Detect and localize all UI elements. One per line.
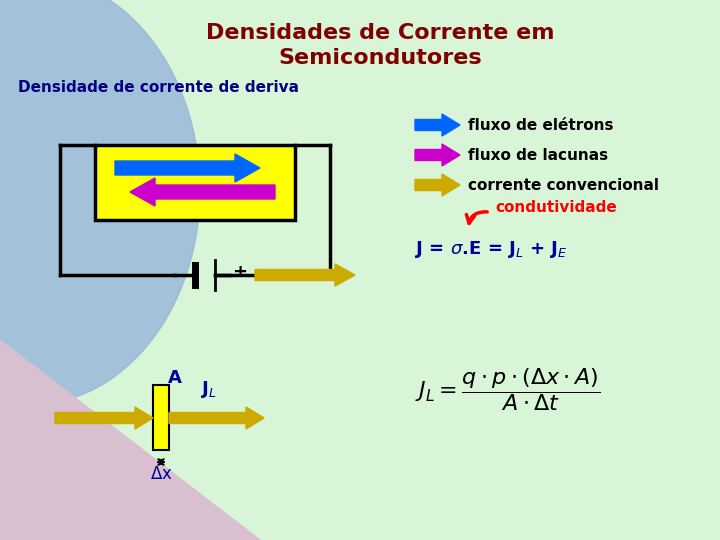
Text: J = $\sigma$.E = J$_L$ + J$_E$: J = $\sigma$.E = J$_L$ + J$_E$ — [415, 240, 567, 260]
Text: corrente convencional: corrente convencional — [468, 178, 659, 192]
Bar — [153, 385, 169, 450]
Text: $\Delta$x: $\Delta$x — [150, 465, 172, 483]
Ellipse shape — [0, 0, 200, 405]
FancyArrow shape — [55, 407, 153, 429]
Text: Semicondutores: Semicondutores — [278, 48, 482, 68]
Polygon shape — [0, 340, 260, 540]
FancyArrow shape — [415, 174, 460, 196]
FancyArrow shape — [169, 407, 264, 429]
Text: A: A — [168, 369, 182, 387]
Bar — [95, 145, 295, 220]
FancyArrow shape — [415, 144, 460, 166]
Text: J$_L$: J$_L$ — [201, 380, 217, 401]
Text: fluxo de elétrons: fluxo de elétrons — [468, 118, 613, 132]
Text: fluxo de lacunas: fluxo de lacunas — [468, 147, 608, 163]
Text: Densidades de Corrente em: Densidades de Corrente em — [206, 23, 554, 43]
FancyArrow shape — [255, 264, 355, 286]
Text: +: + — [233, 263, 248, 281]
FancyArrow shape — [115, 154, 260, 182]
Text: Densidade de corrente de deriva: Densidade de corrente de deriva — [18, 79, 299, 94]
FancyArrow shape — [130, 178, 275, 206]
FancyArrow shape — [415, 114, 460, 136]
Text: condutividade: condutividade — [495, 200, 617, 215]
Text: $J_L = \dfrac{q \cdot p \cdot (\Delta x \cdot A)}{A \cdot \Delta t}$: $J_L = \dfrac{q \cdot p \cdot (\Delta x … — [415, 367, 600, 414]
